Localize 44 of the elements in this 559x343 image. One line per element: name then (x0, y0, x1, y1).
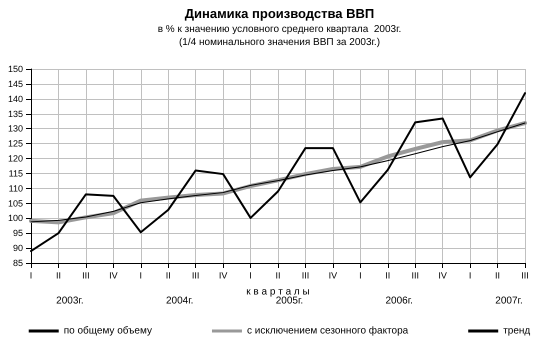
x-tick-label: I (30, 270, 32, 280)
x-tick-label: III (521, 270, 529, 280)
x-tick-label: III (192, 270, 200, 280)
x-tick-label: IV (328, 270, 338, 280)
x-tick-label: III (411, 270, 419, 280)
x-tick-label: IV (438, 270, 447, 280)
x-tick-label: IV (109, 270, 118, 280)
x-tick-label: II (56, 270, 61, 280)
text: 2004г. (166, 296, 194, 306)
y-tick-label: 110 (8, 183, 23, 194)
y-tick-label: 105 (8, 198, 23, 208)
x-tick-label: I (140, 270, 142, 280)
x-tick-label: IV (218, 270, 228, 280)
y-tick-label: 85 (12, 258, 23, 268)
y-tick-label: 145 (8, 78, 23, 89)
y-tick-label: 95 (12, 228, 23, 238)
x-tick-label: I (249, 270, 252, 280)
x-tick-label: I (468, 270, 472, 280)
y-tick-label: 120 (8, 154, 23, 164)
y-tick-label: 115 (8, 168, 23, 178)
chart-subtitle: в % к значению условного среднего квартала 2003г. (1/4 номинального значения ВВП за 2003г.) (158, 24, 402, 48)
legend-label: тренд (503, 326, 530, 336)
text: 2005г. (276, 296, 304, 306)
legend-label: по общему объему (64, 326, 152, 336)
y-tick-label: 100 (8, 213, 23, 224)
y-tick-label: 90 (12, 243, 23, 254)
y-tick-label: 150 (8, 64, 23, 74)
x-tick-label: II (166, 270, 171, 280)
y-tick-label: 125 (8, 138, 23, 149)
y-tick-label: 135 (8, 108, 23, 119)
x-tick-label: III (302, 270, 310, 280)
y-tick-label: 130 (8, 124, 23, 134)
text: 2003г. (56, 296, 84, 306)
x-tick-label: III (82, 270, 90, 280)
x-tick-label: II (385, 270, 390, 280)
text: 2007г. (495, 296, 523, 306)
x-axis-title: к в а р т а л ы (246, 286, 310, 298)
legend-label: с исключением сезонного фактора (246, 326, 409, 336)
y-tick-label: 140 (8, 94, 23, 104)
x-tick-label: I (359, 270, 362, 280)
chart-title: Динамика производства ВВП (184, 6, 374, 21)
text: 2006г. (386, 296, 413, 306)
x-tick-label: II (495, 270, 500, 280)
x-tick-label: II (275, 270, 281, 280)
